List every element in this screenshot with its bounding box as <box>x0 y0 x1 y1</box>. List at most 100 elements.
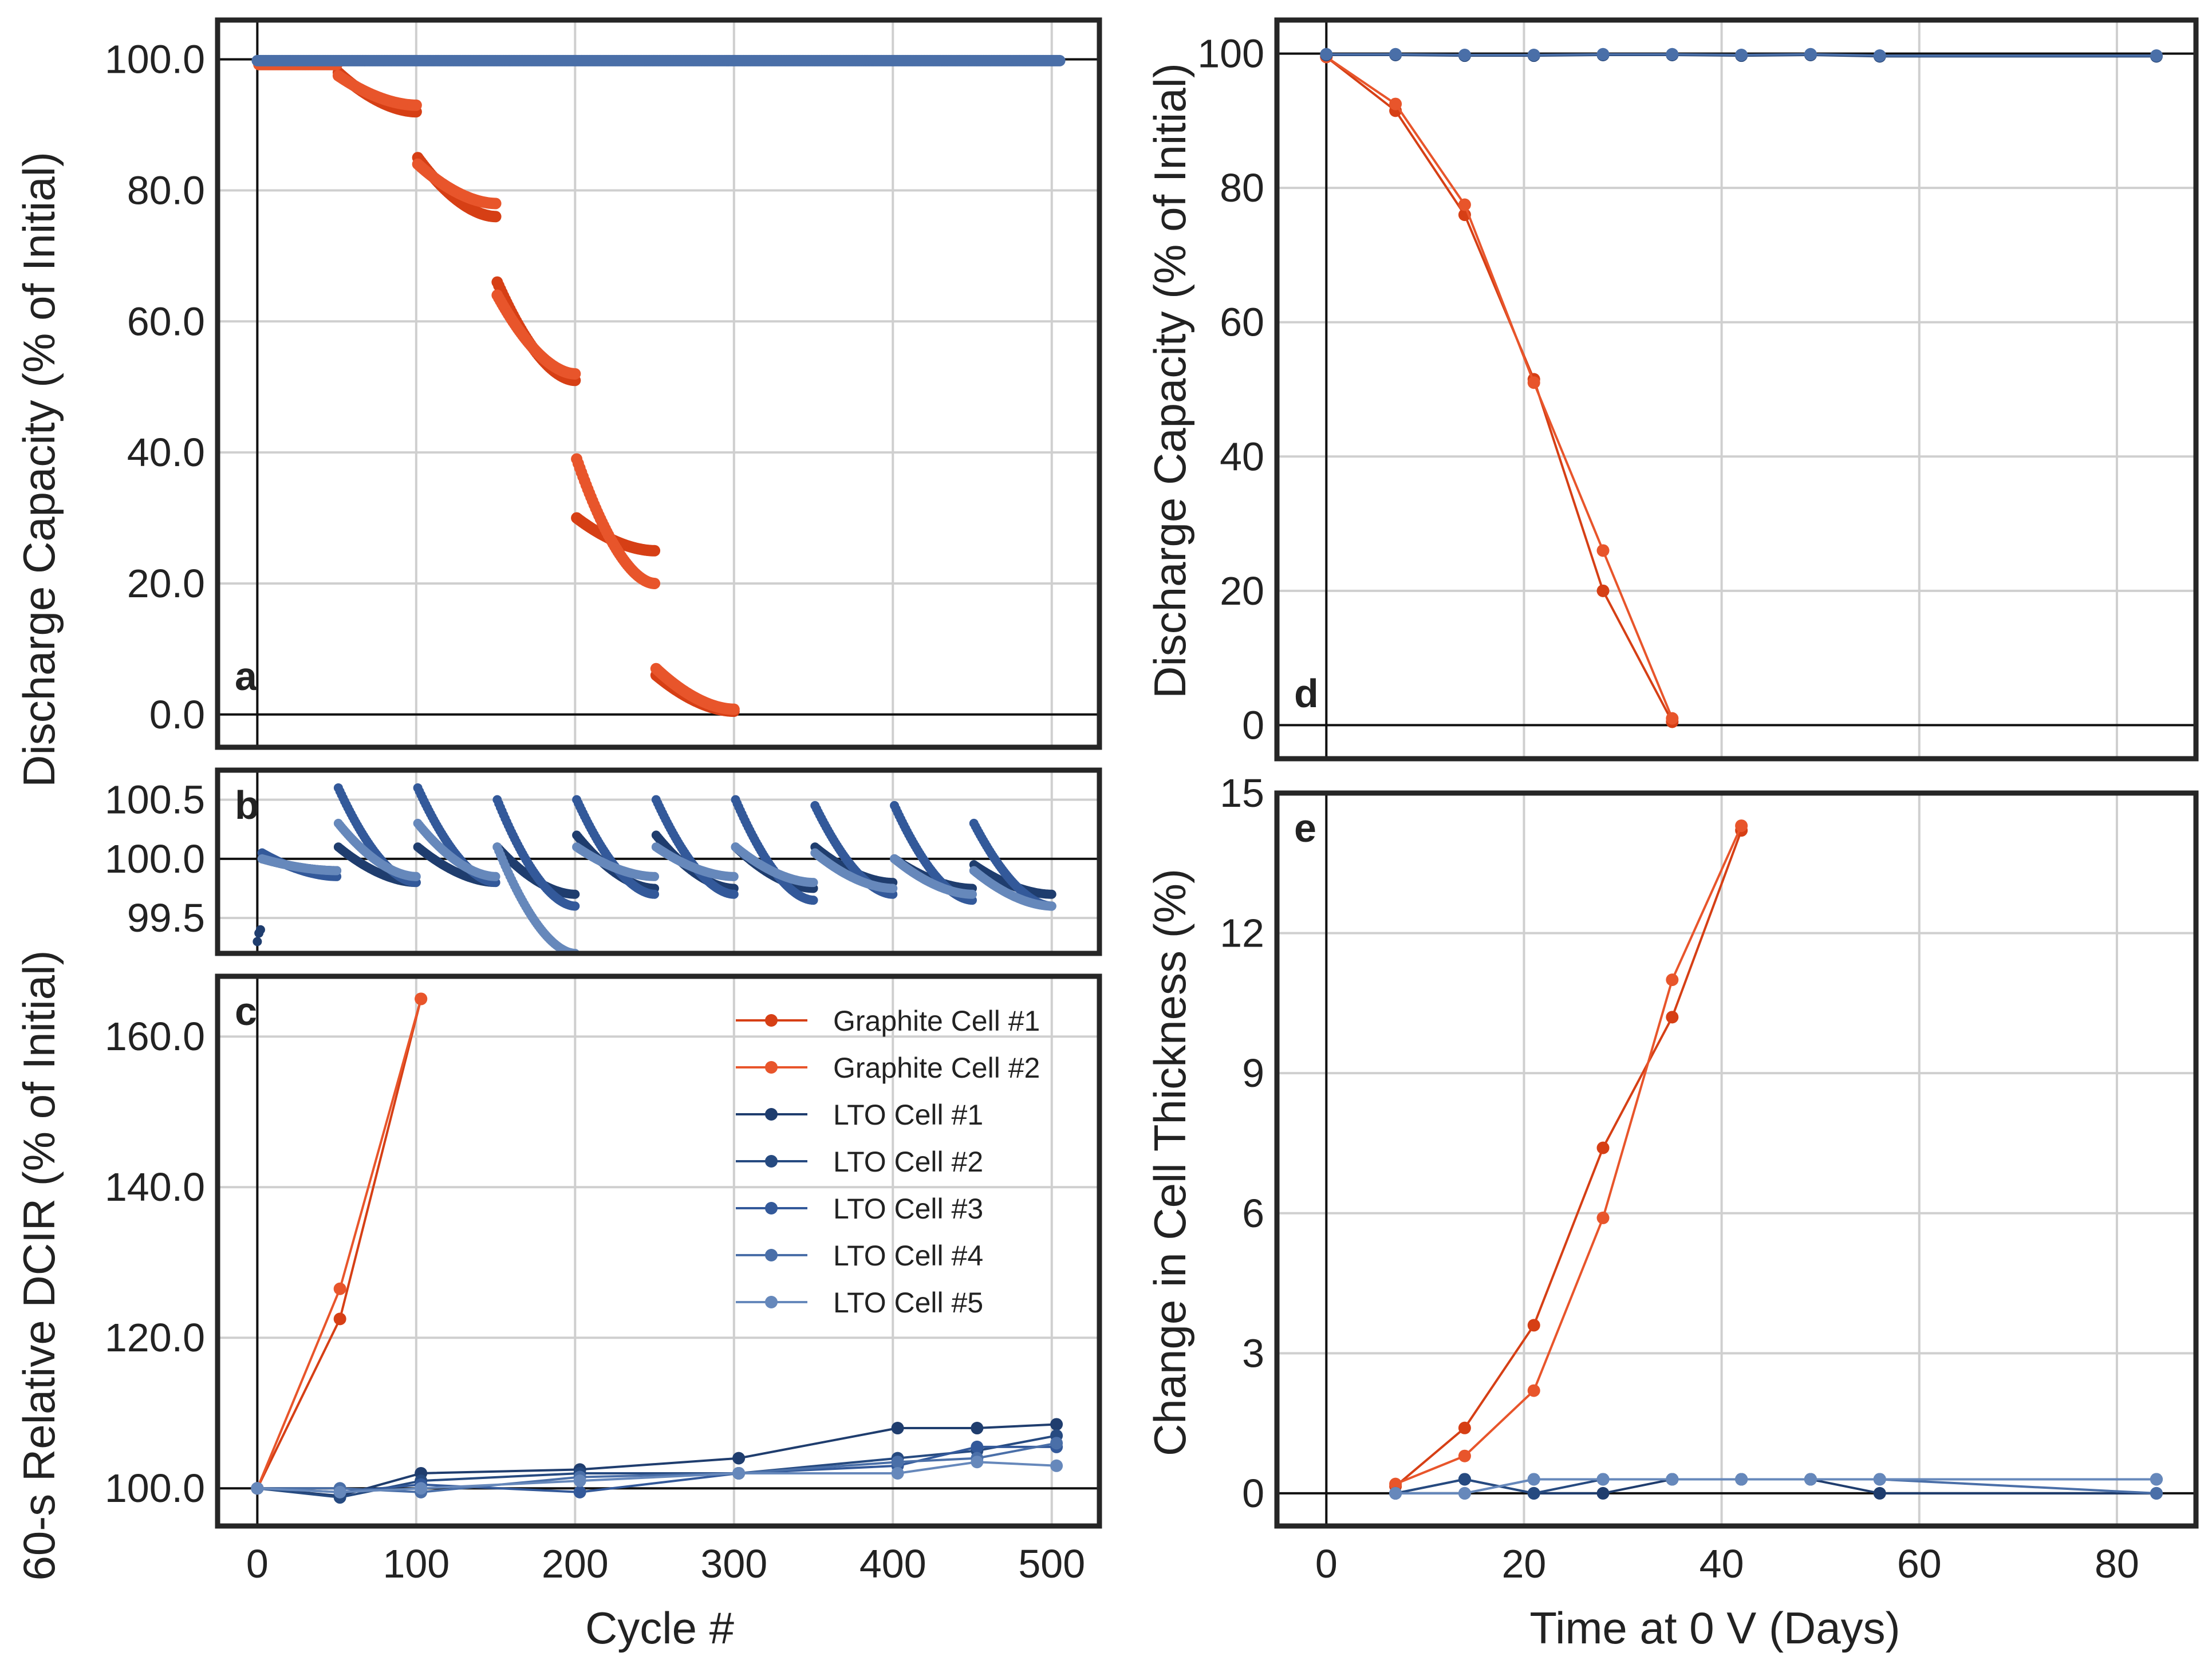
panel-d: 0 20 40 60 80 100 d <box>1197 17 2199 762</box>
x-tick-label: 80 <box>2095 1541 2139 1586</box>
data-point <box>415 1482 428 1495</box>
panel-e-frame <box>1274 790 2199 1529</box>
legend-entry: LTO Cell #1 <box>736 1099 983 1131</box>
panel-c-xlabel: Cycle # <box>585 1603 734 1653</box>
data-point <box>732 1452 746 1465</box>
x-tick-label: 0 <box>1315 1541 1338 1586</box>
legend-entry: LTO Cell #2 <box>736 1146 983 1178</box>
legend-swatch-marker <box>765 1296 778 1308</box>
data-point <box>2150 1473 2163 1486</box>
x-tick-label: 60 <box>1897 1541 1942 1586</box>
data-point <box>971 1422 984 1435</box>
data-point <box>1527 1473 1540 1486</box>
data-point <box>891 1456 904 1469</box>
left-shared-ylabel: Discharge Capacity (% of Initial) <box>14 152 64 787</box>
panel-c: 100.0 120.0 140.0 160.0 0 100 200 300 400 500 c <box>105 973 1102 1586</box>
data-point <box>1458 1421 1471 1434</box>
data-point <box>1804 1473 1817 1486</box>
data-point <box>573 1474 586 1488</box>
y-tick-label: 160.0 <box>105 1014 205 1059</box>
data-point <box>1735 1473 1748 1486</box>
data-point <box>891 1466 904 1480</box>
data-point <box>1050 1418 1063 1431</box>
legend-swatch-marker <box>765 1249 778 1261</box>
y-tick-label: 0.0 <box>149 692 205 737</box>
panel-label-b: b <box>235 783 259 827</box>
panel-c-frame <box>215 973 1102 1529</box>
data-point <box>253 937 262 947</box>
data-point <box>1666 1011 1679 1024</box>
panel-d-data <box>1320 48 2163 728</box>
y-tick-label: 100.5 <box>105 778 205 822</box>
data-point <box>971 1456 984 1469</box>
data-point <box>1527 1486 1540 1500</box>
series-lto-cell-5 <box>1389 1473 2163 1500</box>
data-point <box>411 872 421 881</box>
panel-e-reference-lines <box>1277 793 2196 1526</box>
data-point <box>649 545 661 557</box>
data-point <box>1054 54 1066 66</box>
panel-b: 99.5 100.0 100.5 b <box>105 767 1102 956</box>
data-point <box>888 884 898 893</box>
data-point <box>649 577 661 589</box>
data-point <box>569 368 581 380</box>
data-point <box>650 889 660 899</box>
data-point <box>809 878 818 888</box>
data-point <box>971 1440 984 1453</box>
data-point <box>728 703 740 715</box>
series-graphite-cell-2 <box>251 992 428 1495</box>
data-point <box>1804 48 1817 61</box>
series-lto-cell-4 <box>1320 48 2163 62</box>
series-line <box>1326 56 1674 723</box>
panel-b-reference-lines <box>218 770 1099 953</box>
data-point <box>570 889 580 899</box>
series-line <box>1326 56 1674 719</box>
x-tick-label: 500 <box>1018 1541 1085 1586</box>
y-tick-label: 80.0 <box>127 168 205 212</box>
panel-d-y-ticks: 0 20 40 60 80 100 <box>1197 31 1264 748</box>
x-tick-label: 200 <box>542 1541 609 1586</box>
series-line <box>257 1461 1057 1493</box>
data-point <box>1596 584 1610 597</box>
panel-d-ylabel: Discharge Capacity (% of Initial) <box>1145 63 1195 699</box>
data-point <box>729 889 739 899</box>
y-tick-label: 60 <box>1220 300 1264 345</box>
y-tick-label: 15 <box>1220 771 1264 815</box>
y-tick-label: 9 <box>1242 1051 1264 1095</box>
data-point <box>1527 1384 1540 1397</box>
y-tick-label: 140.0 <box>105 1165 205 1209</box>
panel-label-c: c <box>235 989 257 1034</box>
series-line <box>1395 1478 2156 1495</box>
data-point <box>1389 1486 1402 1500</box>
legend-label: Graphite Cell #2 <box>833 1052 1040 1084</box>
legend-label: Graphite Cell #1 <box>833 1005 1040 1037</box>
series-lto-cell-4 <box>1389 1473 2163 1500</box>
panel-b-data <box>253 783 1056 953</box>
panel-a-data <box>251 54 1066 717</box>
x-tick-label: 0 <box>246 1541 269 1586</box>
panel-c-y-ticks: 100.0 120.0 140.0 160.0 <box>105 1014 205 1511</box>
data-point <box>573 1485 586 1499</box>
series-lto-cell-5 <box>257 818 1056 953</box>
data-point <box>1320 48 1333 61</box>
y-tick-label: 60.0 <box>127 299 205 344</box>
legend-entry: LTO Cell #4 <box>736 1240 983 1272</box>
data-point <box>809 896 818 905</box>
y-tick-label: 40 <box>1220 434 1264 479</box>
data-point <box>570 901 580 911</box>
series-line <box>257 1434 1057 1499</box>
legend-label: LTO Cell #3 <box>833 1193 983 1225</box>
data-point <box>490 198 502 210</box>
data-point <box>1527 48 1540 61</box>
series-line <box>1395 1478 2156 1495</box>
data-point <box>410 99 422 111</box>
data-point <box>1389 1477 1402 1490</box>
legend-entry: LTO Cell #5 <box>736 1287 983 1319</box>
data-point <box>1458 1449 1471 1462</box>
series-graphite-cell-1 <box>1320 50 1679 728</box>
data-point <box>1527 376 1540 389</box>
data-point <box>491 872 500 881</box>
panel-e: 0 3 6 9 12 15 0 20 40 60 80 e <box>1220 771 2199 1586</box>
y-tick-label: 100.0 <box>105 37 205 82</box>
series-lto-cell-2 <box>1389 1473 2163 1500</box>
